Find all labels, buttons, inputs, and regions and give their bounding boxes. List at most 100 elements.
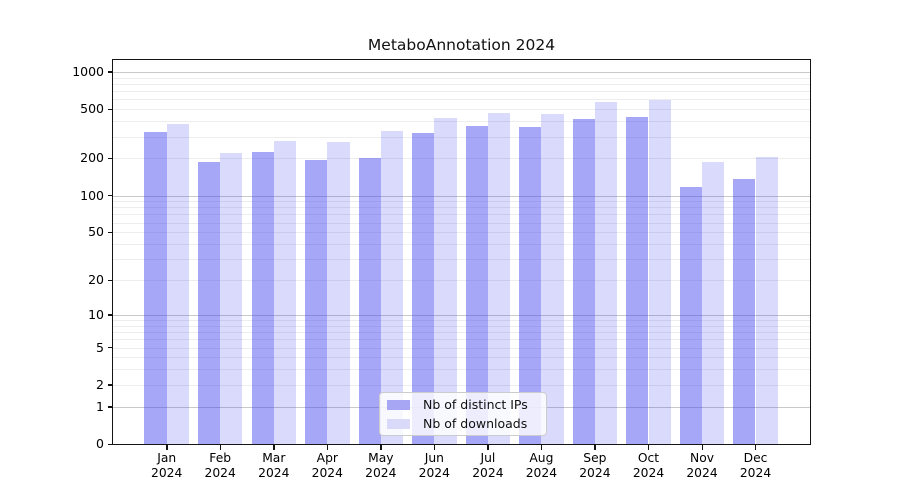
- gridline-minor-800: [113, 83, 810, 85]
- gridline-minor-400: [113, 121, 810, 123]
- y-tick-500: [108, 108, 113, 111]
- y-tick-20: [108, 279, 113, 281]
- bar-nb-of-downloads-mar: [273, 140, 297, 444]
- bar-nb-of-downloads-feb: [220, 153, 243, 444]
- gridline-minor-30: [113, 259, 810, 261]
- x-tick-label-jan: Jan 2024: [151, 451, 183, 480]
- x-tick-label-apr: Apr 2024: [311, 451, 343, 480]
- x-tick-label-mar: Mar 2024: [258, 451, 290, 480]
- gridline-minor-200: [113, 158, 810, 160]
- x-tick-oct: [648, 445, 650, 450]
- bar-nb-of-distinct-ips-jun: [412, 132, 435, 444]
- x-tick-sep: [594, 445, 596, 450]
- y-tick-label-200: 200: [80, 150, 104, 166]
- gridline-minor-500: [113, 109, 810, 111]
- y-tick-label-20: 20: [88, 272, 104, 287]
- gridline-minor-6: [113, 339, 810, 341]
- x-tick-label-dec: Dec 2024: [739, 451, 772, 480]
- x-tick-may: [380, 445, 382, 450]
- y-tick-10: [108, 314, 113, 316]
- gridline-minor-4: [113, 357, 810, 359]
- bar-nb-of-downloads-may: [380, 130, 404, 444]
- bar-nb-of-downloads-jan: [166, 124, 189, 444]
- gridline-minor-2: [113, 384, 810, 386]
- y-tick-label-10: 10: [88, 306, 104, 322]
- bar-nb-of-downloads-jul: [487, 113, 511, 444]
- y-tick-1000: [108, 71, 113, 73]
- x-tick-label-feb: Feb 2024: [204, 451, 236, 480]
- gridline-minor-70: [113, 214, 810, 216]
- y-tick-label-100: 100: [80, 187, 104, 203]
- x-tick-aug: [540, 445, 543, 450]
- y-tick-200: [108, 157, 113, 160]
- gridline-minor-8: [113, 325, 810, 327]
- bar-nb-of-distinct-ips-dec: [733, 179, 756, 444]
- gridline-major-10: [113, 314, 810, 316]
- bar-nb-of-distinct-ips-jan: [144, 131, 167, 444]
- gridline-minor-5: [113, 347, 810, 349]
- y-tick-label-0: 0: [96, 436, 104, 451]
- y-tick-50: [108, 231, 113, 234]
- bar-nb-of-distinct-ips-nov: [679, 186, 702, 444]
- bar-nb-of-distinct-ips-sep: [572, 119, 595, 444]
- x-tick-jan: [166, 445, 168, 450]
- bar-nb-of-downloads-aug: [541, 113, 564, 444]
- gridline-minor-900: [113, 77, 810, 79]
- gridline-minor-80: [113, 207, 810, 209]
- x-tick-dec: [755, 445, 757, 450]
- gridline-minor-50: [113, 232, 810, 234]
- gridline-minor-700: [113, 91, 810, 93]
- y-tick-5: [108, 347, 113, 349]
- bar-nb-of-downloads-oct: [648, 100, 671, 444]
- plot-area: Nb of distinct IPs Nb of downloads: [112, 59, 811, 445]
- legend-label-downloads: Nb of downloads: [423, 415, 528, 431]
- bar-nb-of-distinct-ips-may: [358, 158, 381, 444]
- gridline-minor-600: [113, 99, 810, 101]
- legend-label-distinct-ips: Nb of distinct IPs: [423, 396, 528, 412]
- x-tick-jun: [433, 445, 436, 450]
- y-tick-label-2: 2: [96, 376, 104, 392]
- x-tick-apr: [326, 445, 329, 450]
- y-tick-100: [108, 195, 113, 197]
- chart-title: MetaboAnnotation 2024: [367, 36, 556, 54]
- y-tick-label-1000: 1000: [72, 63, 104, 79]
- y-tick-2: [108, 384, 113, 386]
- gridline-minor-40: [113, 244, 810, 245]
- x-tick-feb: [219, 445, 222, 450]
- x-tick-jul: [487, 445, 489, 450]
- bar-nb-of-distinct-ips-feb: [197, 162, 221, 444]
- bar-nb-of-distinct-ips-mar: [251, 151, 274, 444]
- y-tick-1: [108, 406, 113, 408]
- y-tick-label-5: 5: [96, 339, 104, 355]
- y-tick-0: [108, 443, 113, 445]
- bar-nb-of-downloads-jun: [434, 118, 457, 444]
- x-tick-label-nov: Nov 2024: [686, 451, 718, 480]
- bar-nb-of-distinct-ips-apr: [305, 160, 328, 444]
- y-tick-label-500: 500: [80, 101, 104, 117]
- legend-row-distinct-ips: Nb of distinct IPs: [387, 396, 536, 412]
- bar-nb-of-distinct-ips-aug: [519, 126, 542, 444]
- gridline-minor-90: [113, 201, 810, 203]
- bar-nb-of-distinct-ips-oct: [626, 117, 649, 444]
- x-tick-label-jul: Jul 2024: [472, 451, 504, 480]
- x-tick-label-may: May 2024: [365, 451, 397, 480]
- bar-nb-of-downloads-sep: [594, 101, 618, 444]
- gridline-minor-7: [113, 332, 810, 333]
- gridline-minor-3: [113, 369, 810, 371]
- bar-nb-of-distinct-ips-jul: [465, 125, 488, 444]
- gridline-minor-9: [113, 320, 810, 321]
- x-tick-nov: [701, 445, 703, 450]
- gridline-major-100: [113, 195, 810, 197]
- legend-row-downloads: Nb of downloads: [387, 415, 536, 431]
- x-tick-label-sep: Sep 2024: [579, 451, 611, 480]
- y-tick-label-1: 1: [96, 398, 104, 414]
- gridline-minor-300: [113, 136, 810, 138]
- bar-nb-of-downloads-nov: [702, 161, 725, 444]
- legend: Nb of distinct IPs Nb of downloads: [379, 392, 547, 436]
- x-tick-mar: [273, 445, 275, 450]
- gridline-minor-60: [113, 222, 810, 224]
- x-tick-label-oct: Oct 2024: [632, 451, 665, 480]
- x-tick-label-aug: Aug 2024: [525, 451, 558, 480]
- gridline-major-1000: [113, 71, 810, 73]
